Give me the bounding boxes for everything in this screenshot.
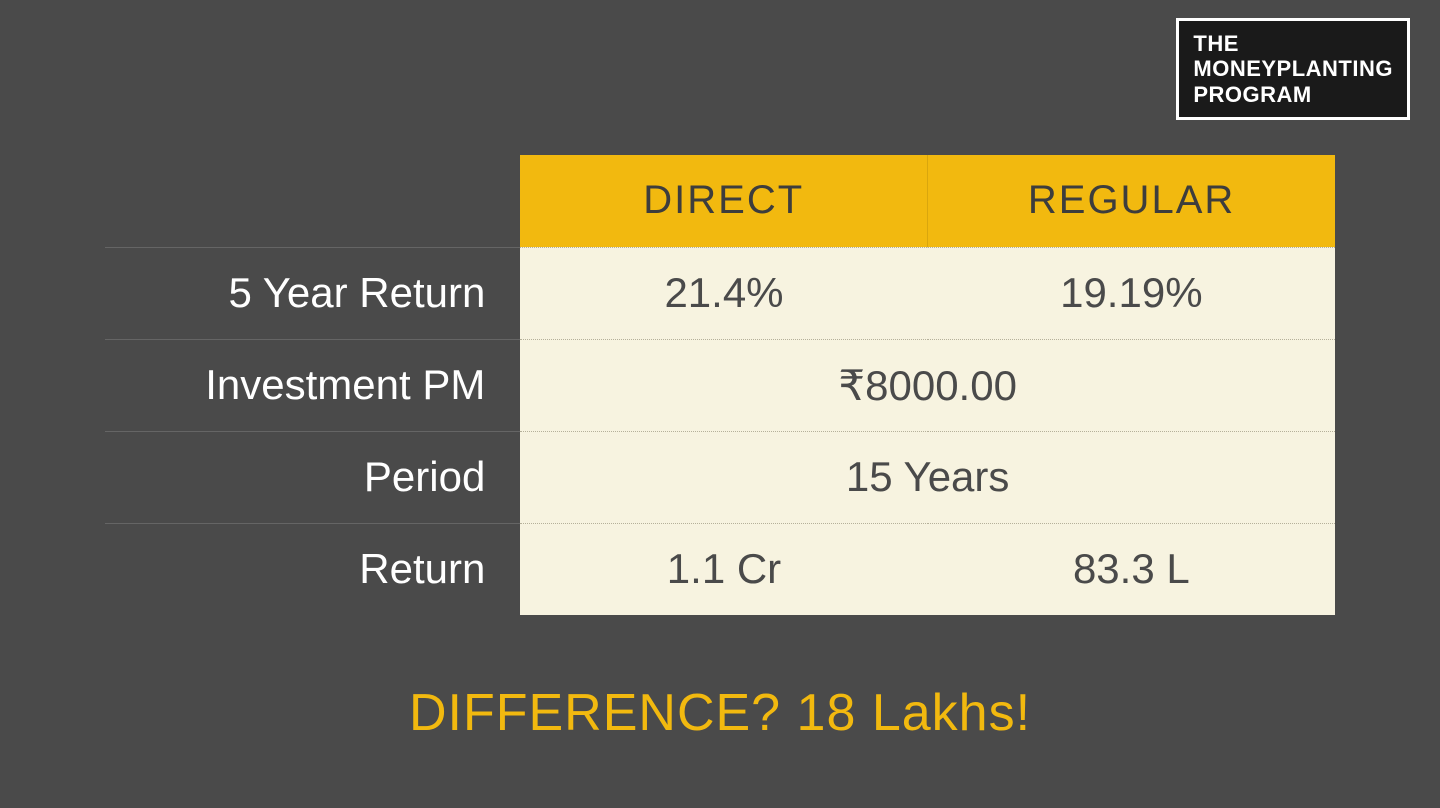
- row-label: Investment PM: [105, 339, 520, 431]
- logo-line-2: MONEYPLANTING: [1193, 56, 1393, 81]
- cell-regular-return: 83.3 L: [928, 523, 1335, 615]
- row-label: Return: [105, 523, 520, 615]
- table-header-row: DIRECT REGULAR: [105, 155, 1335, 247]
- cell-investment-pm: ₹8000.00: [520, 339, 1335, 431]
- column-header-direct: DIRECT: [520, 155, 927, 247]
- cell-regular-return5y: 19.19%: [928, 247, 1335, 339]
- column-header-regular: REGULAR: [928, 155, 1335, 247]
- table-row: Return 1.1 Cr 83.3 L: [105, 523, 1335, 615]
- table-row: Investment PM ₹8000.00: [105, 339, 1335, 431]
- row-label: 5 Year Return: [105, 247, 520, 339]
- cell-direct-return: 1.1 Cr: [520, 523, 927, 615]
- row-label: Period: [105, 431, 520, 523]
- difference-caption: DIFFERENCE? 18 Lakhs!: [0, 683, 1440, 743]
- brand-logo: THE MONEYPLANTING PROGRAM: [1176, 18, 1410, 120]
- table-row: 5 Year Return 21.4% 19.19%: [105, 247, 1335, 339]
- comparison-table: DIRECT REGULAR 5 Year Return 21.4% 19.19…: [105, 155, 1335, 615]
- logo-line-3: PROGRAM: [1193, 82, 1393, 107]
- cell-period: 15 Years: [520, 431, 1335, 523]
- logo-line-1: THE: [1193, 31, 1393, 56]
- cell-direct-return5y: 21.4%: [520, 247, 927, 339]
- table-row: Period 15 Years: [105, 431, 1335, 523]
